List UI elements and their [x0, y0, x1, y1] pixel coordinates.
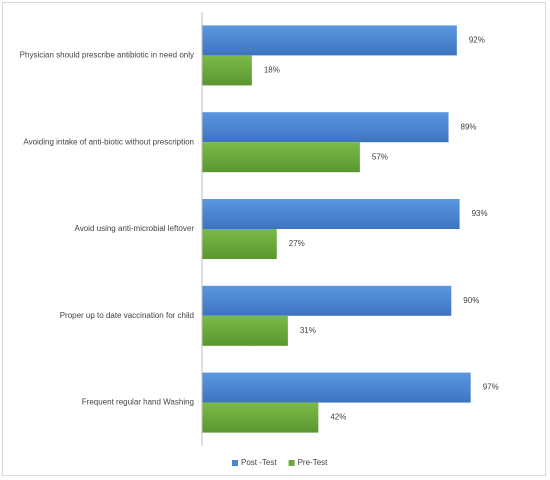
legend-label: Post -Test	[241, 458, 277, 467]
category-label: Avoiding intake of anti-biotic without p…	[23, 137, 194, 146]
bars-group	[202, 25, 471, 433]
legend-label: Pre-Test	[298, 458, 329, 467]
data-label: 18%	[264, 66, 280, 75]
data-label: 31%	[300, 326, 316, 335]
post-test-bar	[202, 285, 452, 316]
labels-group: Physician should prescribe antibiotic in…	[20, 36, 499, 422]
post-test-bar	[202, 25, 457, 56]
pre-test-bar	[202, 142, 360, 173]
post-test-bar	[202, 372, 471, 403]
pre-test-bar	[202, 402, 319, 433]
data-label: 57%	[372, 152, 388, 161]
data-label: 27%	[289, 239, 305, 248]
post-test-bar	[202, 112, 449, 143]
data-label: 97%	[483, 383, 499, 392]
data-label: 42%	[330, 413, 346, 422]
data-label: 90%	[463, 296, 479, 305]
category-label: Frequent regular hand Washing	[82, 398, 194, 407]
pre-test-bar	[202, 315, 288, 346]
data-label: 92%	[469, 36, 485, 45]
pre-test-bar	[202, 229, 277, 259]
post-test-legend-swatch	[232, 460, 238, 466]
pre-test-legend-swatch	[288, 460, 295, 466]
legend: Post -Test Pre-Test	[232, 458, 328, 467]
pre-test-bar	[202, 55, 252, 86]
category-label: Avoid using anti-microbial leftover	[75, 224, 195, 233]
post-test-bar	[202, 199, 460, 229]
category-label: Physician should prescribe antibiotic in…	[20, 51, 194, 60]
data-label: 89%	[461, 122, 477, 131]
data-label: 93%	[472, 209, 488, 218]
category-label: Proper up to date vaccination for child	[60, 311, 194, 320]
